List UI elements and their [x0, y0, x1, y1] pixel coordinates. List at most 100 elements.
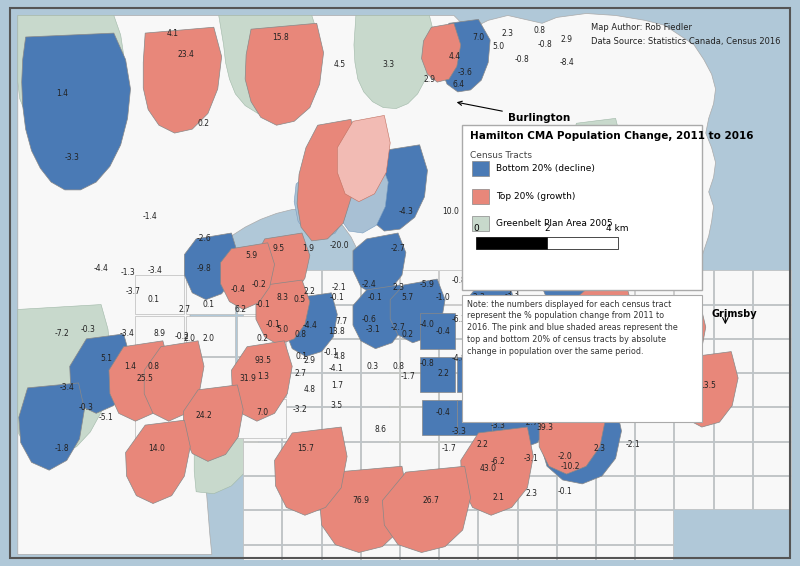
Bar [243, 544, 282, 566]
Bar [547, 237, 618, 248]
Text: -3.3: -3.3 [504, 290, 519, 299]
Polygon shape [649, 303, 706, 376]
Bar [322, 270, 360, 303]
Polygon shape [492, 357, 527, 392]
Bar [243, 270, 282, 303]
Text: -0.1: -0.1 [255, 300, 270, 309]
Text: 93.5: 93.5 [254, 356, 271, 365]
Bar [674, 339, 713, 372]
Text: 2.3: 2.3 [594, 444, 606, 453]
Bar [282, 544, 321, 566]
Text: 13.5: 13.5 [699, 381, 716, 391]
Text: -2.1: -2.1 [626, 440, 641, 449]
Text: -0.2: -0.2 [175, 332, 190, 341]
Polygon shape [419, 314, 455, 349]
Text: -1.6: -1.6 [659, 401, 674, 410]
Text: -0.8: -0.8 [420, 359, 435, 368]
Text: 2.7: 2.7 [294, 368, 306, 378]
Polygon shape [492, 400, 527, 435]
Text: Hamilton CMA Population Change, 2011 to 2016: Hamilton CMA Population Change, 2011 to … [470, 131, 753, 141]
Text: 26.7: 26.7 [423, 496, 440, 505]
Bar [243, 408, 282, 441]
Bar [471, 216, 489, 231]
Bar [439, 270, 478, 303]
Text: -0.4: -0.4 [436, 408, 450, 417]
Bar [518, 441, 556, 475]
Bar [471, 161, 489, 176]
Bar [243, 339, 282, 372]
Text: -1.7: -1.7 [442, 444, 456, 453]
Polygon shape [338, 115, 390, 201]
Bar [238, 275, 286, 314]
Bar [478, 305, 517, 338]
Text: -4.0: -4.0 [420, 320, 435, 329]
Text: -7.2: -7.2 [558, 415, 572, 424]
Bar [792, 305, 800, 338]
Text: 43.0: 43.0 [480, 464, 497, 473]
Text: Map Author: Rob Fiedler: Map Author: Rob Fiedler [591, 23, 692, 32]
Text: 2.1: 2.1 [492, 493, 504, 502]
Text: -1.2: -1.2 [471, 327, 486, 336]
Bar [792, 408, 800, 441]
Bar [557, 476, 595, 509]
Polygon shape [473, 184, 532, 263]
Polygon shape [353, 285, 408, 349]
Bar [753, 339, 791, 372]
Text: -0.1: -0.1 [558, 487, 572, 496]
Bar [714, 441, 752, 475]
Text: -1.2: -1.2 [593, 335, 607, 344]
Polygon shape [388, 354, 461, 494]
Text: -0.1: -0.1 [324, 348, 338, 357]
Text: -7.2: -7.2 [54, 329, 70, 338]
Bar [322, 441, 360, 475]
Bar [361, 408, 399, 441]
Text: -6.3: -6.3 [451, 315, 466, 324]
Text: -2.4: -2.4 [524, 302, 538, 311]
Text: -2.7: -2.7 [524, 418, 538, 427]
Text: 8.9: 8.9 [154, 329, 166, 338]
Bar [596, 270, 634, 303]
Bar [439, 441, 478, 475]
Bar [400, 270, 438, 303]
Bar [635, 511, 674, 544]
Text: 0.3: 0.3 [366, 362, 378, 371]
Text: -0.1: -0.1 [367, 293, 382, 302]
Bar [439, 511, 478, 544]
Text: -2.7: -2.7 [489, 205, 503, 214]
Text: -3.2: -3.2 [293, 405, 307, 414]
Bar [400, 408, 438, 441]
Polygon shape [439, 19, 490, 92]
Polygon shape [574, 281, 631, 349]
Text: 2.2: 2.2 [437, 368, 449, 378]
Text: 0.2: 0.2 [257, 335, 269, 344]
Bar [557, 408, 595, 441]
Bar [282, 305, 321, 338]
Text: -0.4: -0.4 [436, 328, 450, 337]
Bar [478, 339, 517, 372]
Polygon shape [422, 400, 457, 435]
Text: 7.0: 7.0 [257, 408, 269, 417]
Bar [753, 441, 791, 475]
Bar [596, 476, 634, 509]
Text: Census Tracts: Census Tracts [470, 151, 531, 160]
Bar [518, 339, 556, 372]
Text: 23.4: 23.4 [178, 50, 194, 59]
Text: 2.3: 2.3 [526, 489, 538, 498]
Bar [714, 373, 752, 406]
Bar [635, 270, 674, 303]
Polygon shape [126, 420, 190, 504]
Bar [478, 544, 517, 566]
Bar [753, 305, 791, 338]
Text: 2.0: 2.0 [203, 335, 215, 344]
Bar [361, 476, 399, 509]
Text: 1.5: 1.5 [492, 381, 504, 391]
Polygon shape [286, 293, 338, 357]
Text: 2.2: 2.2 [304, 288, 316, 297]
Bar [282, 511, 321, 544]
Bar [135, 358, 184, 397]
Bar [322, 476, 360, 509]
Text: -4.4: -4.4 [302, 321, 318, 329]
Bar [635, 305, 674, 338]
Text: 5.0: 5.0 [276, 324, 289, 333]
Polygon shape [256, 233, 310, 302]
